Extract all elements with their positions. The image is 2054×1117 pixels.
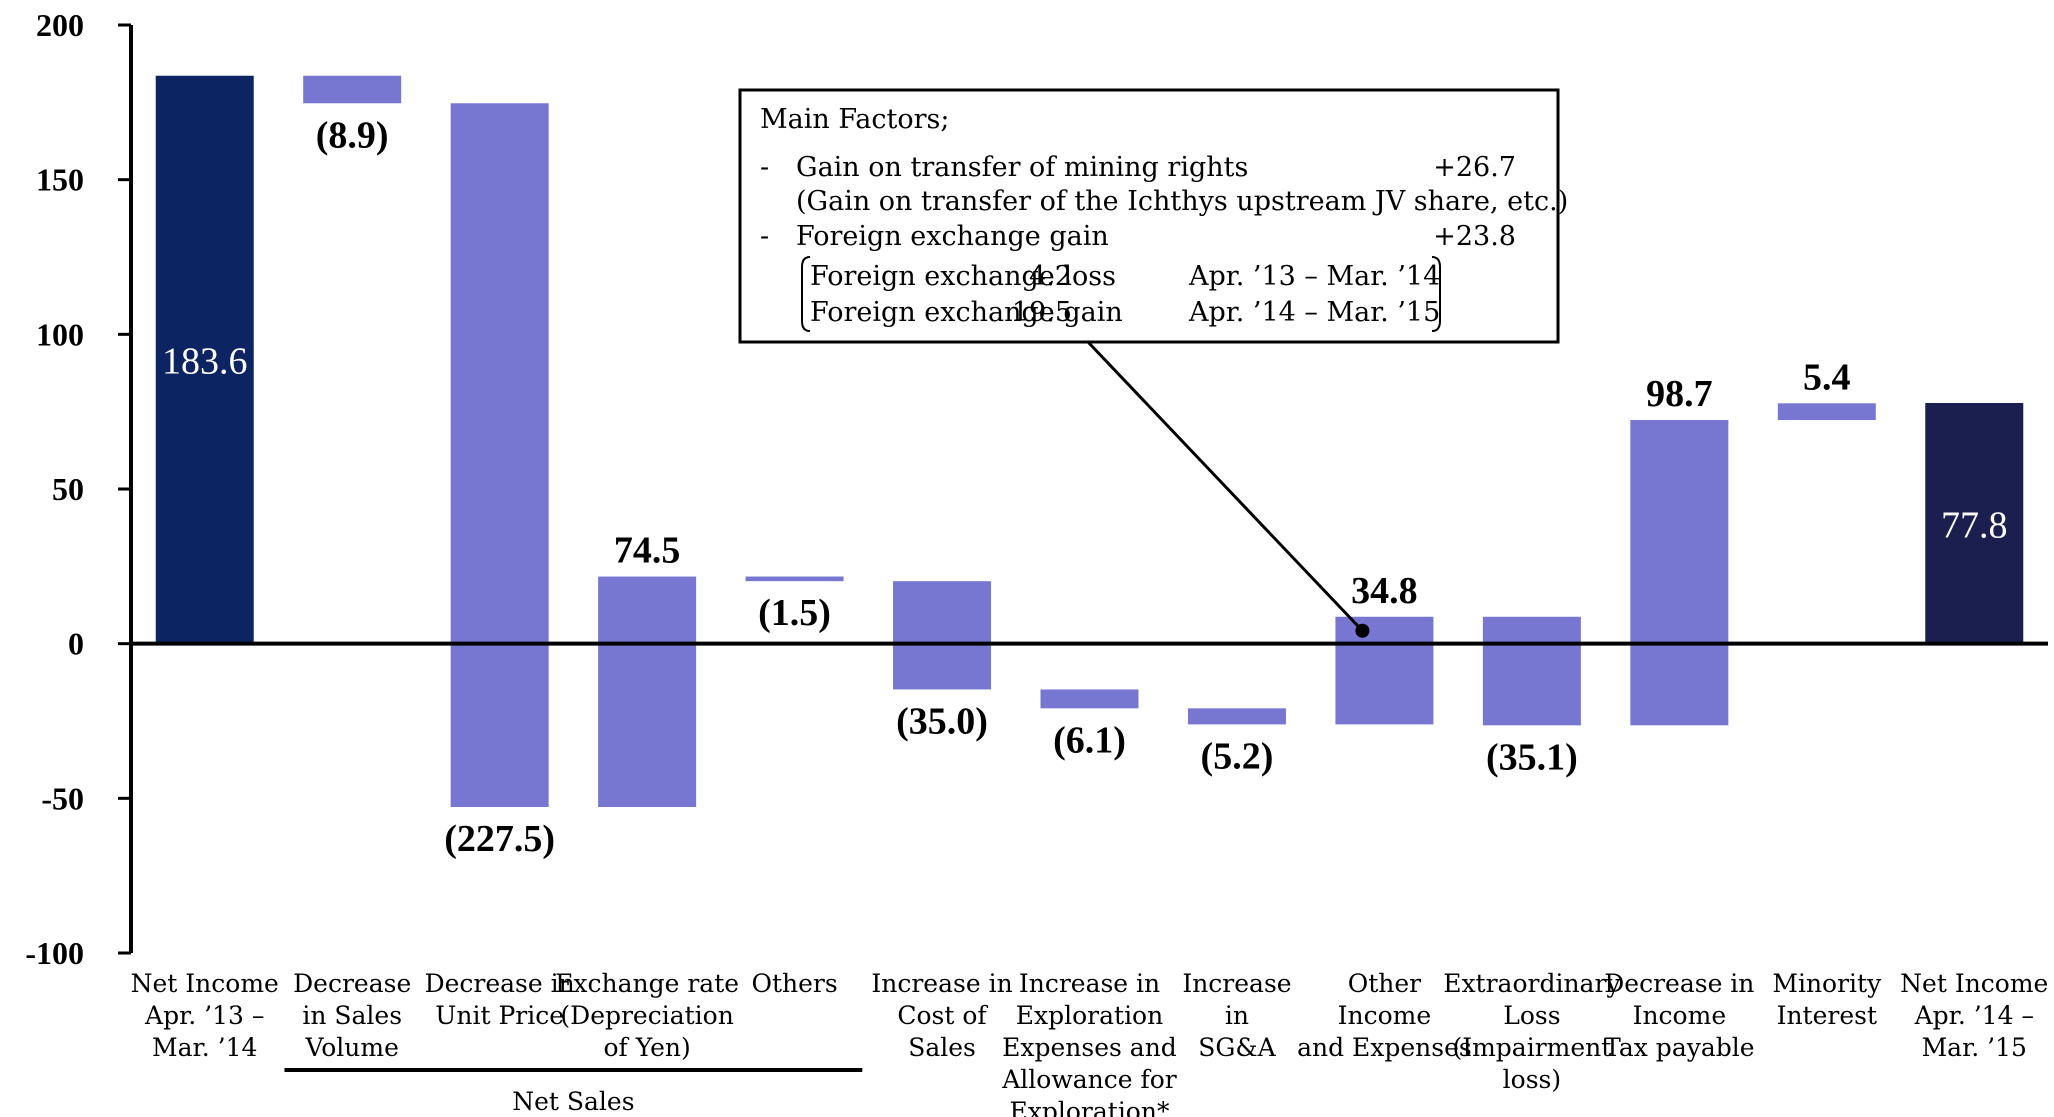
category-label: Decrease in Unit Price [425, 969, 575, 1030]
callout-bullet: - [760, 221, 769, 252]
y-tick-label: 0 [68, 626, 84, 662]
callout-sub-period: Apr. ’13 – Mar. ’14 [1188, 261, 1440, 292]
bar-12 [1777, 403, 1876, 421]
bar-4 [598, 576, 697, 807]
bar-6 [893, 581, 992, 690]
category-label: Others [751, 969, 837, 998]
value-labels: 183.6 (8.9) (227.5) 74.5 (1.5) (35.0) (6.1) (5.… [162, 114, 2008, 860]
callout-pointer [1086, 340, 1364, 632]
callout-box [738, 88, 1560, 344]
bar-5 [745, 576, 844, 582]
bar-value-label: (1.5) [758, 592, 831, 634]
category-label: Increase in Exploration Expenses and Allowa… [1001, 969, 1177, 1117]
callout-sub-amount: 19.5 [1012, 297, 1072, 328]
callout-item-text: (Gain on transfer of the Ichthys upstrea… [796, 186, 1568, 217]
bar-value-label: (227.5) [444, 818, 555, 860]
bar-8 [1187, 708, 1286, 725]
bar-2 [303, 75, 402, 104]
callout-right-bracket [1431, 256, 1441, 332]
callout-bullet: - [760, 152, 769, 183]
bar-13 [1925, 403, 2024, 644]
bar-value-label: (35.0) [896, 700, 988, 742]
category-label: Minority Interest [1772, 969, 1882, 1030]
bar-value-label: 34.8 [1351, 570, 1418, 612]
callout-sub-amount: 4.2 [1029, 261, 1072, 292]
main-factors-callout: Main Factors;- Gain on transfer of mining… [738, 88, 1568, 638]
y-tick-label: 100 [36, 316, 84, 352]
category-label: Increase in SG&A [1182, 969, 1291, 1062]
bar-value-label: (35.1) [1486, 736, 1578, 778]
category-label: Net Income Apr. ’14 – Mar. ’15 [1900, 969, 2048, 1062]
callout-sub-text: Foreign exchange gain [810, 297, 1123, 328]
category-label: Extraordinary Loss (Impairment loss) [1443, 969, 1621, 1094]
category-label: Decrease in Income Tax payable [1604, 969, 1754, 1062]
category-label: Net Income Apr. ’13 – Mar. ’14 [131, 969, 279, 1062]
bar-value-label: 74.5 [614, 530, 681, 572]
bar-9 [1335, 616, 1434, 725]
net-sales-group: Net Sales [284, 1068, 863, 1116]
category-label: Decrease in Sales Volume [293, 969, 411, 1062]
callout-item-text: Gain on transfer of mining rights [796, 152, 1248, 183]
y-tick-label: 50 [52, 471, 84, 507]
bar-10 [1482, 616, 1581, 726]
callout-title: Main Factors; [760, 104, 949, 135]
y-axis: 200 150 100 50 0 -50 -100 [25, 7, 133, 971]
callout-sub-text: Foreign exchange loss [810, 261, 1116, 292]
bar-3 [450, 103, 549, 807]
bar-11 [1630, 420, 1729, 726]
callout-sub-period: Apr. ’14 – Mar. ’15 [1188, 297, 1440, 328]
bar-value-label: 183.6 [162, 341, 248, 383]
y-tick-label: -100 [25, 935, 84, 971]
callout-item-text: Foreign exchange gain [796, 221, 1109, 252]
group-label-text: Net Sales [512, 1087, 634, 1116]
y-tick-label: 150 [36, 162, 84, 198]
callout-item-value: +23.8 [1433, 221, 1516, 252]
bar-value-label: (6.1) [1053, 719, 1126, 761]
bar-7 [1040, 689, 1139, 709]
bar-value-label: 77.8 [1941, 504, 2008, 546]
bar-value-label: 5.4 [1803, 356, 1851, 398]
callout-left-bracket [801, 256, 811, 332]
callout-item-value: +26.7 [1433, 152, 1516, 183]
category-label: Other Income and Expenses [1297, 969, 1472, 1062]
category-label: Exchange rate (Depreciation of Yen) [555, 969, 739, 1062]
y-tick-label: 200 [36, 7, 84, 43]
bar-1 [155, 75, 254, 644]
callout-pointer-dot [1355, 623, 1370, 638]
bar-value-label: 98.7 [1646, 373, 1713, 415]
bar-value-label: (8.9) [316, 114, 389, 156]
category-label: Increase in Cost of Sales [871, 969, 1012, 1062]
bars [131, 75, 2048, 807]
y-tick-label: -50 [41, 780, 84, 816]
bar-value-label: (5.2) [1201, 735, 1274, 777]
